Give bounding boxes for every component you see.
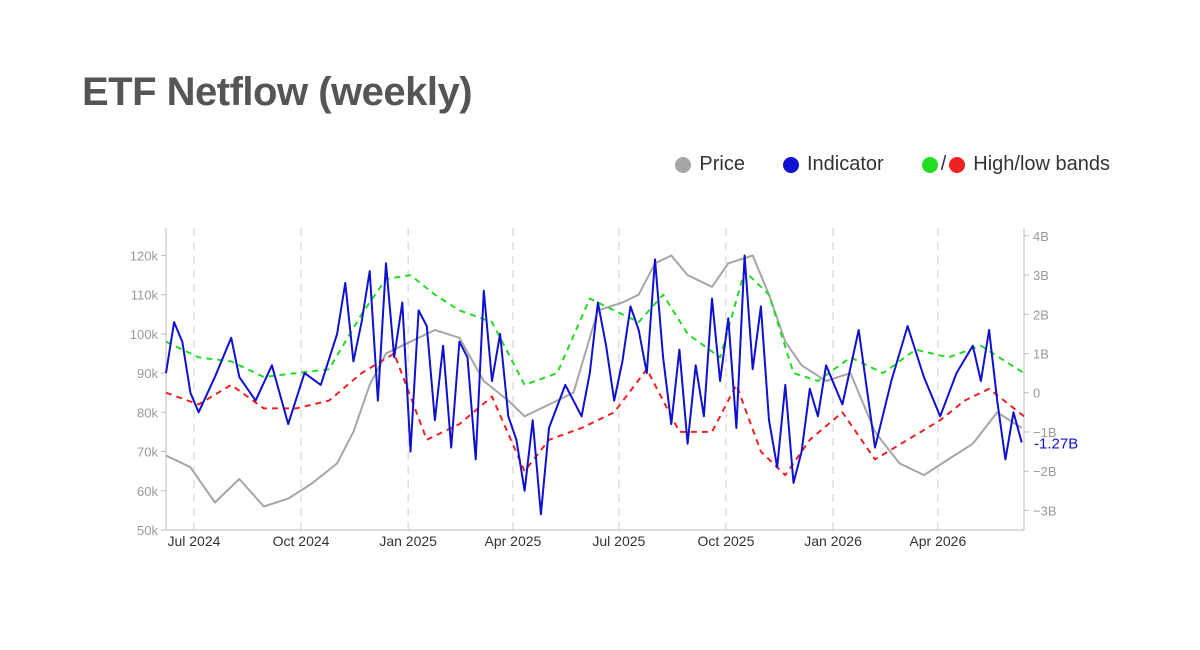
y-right-tick-label: 0 [1033,386,1040,401]
x-tick-label: Jul 2024 [167,533,220,549]
legend-slash: / [940,153,947,175]
chart-title: ETF Netflow (weekly) [82,70,473,114]
y-right-tick-label: −2B [1033,464,1057,479]
legend-indicator-dot [782,156,799,173]
y-right-tick-label: 3B [1033,268,1049,283]
x-tick-label: Oct 2025 [698,533,755,549]
y-right-tick-label: −1B [1033,425,1057,440]
x-tick-label: Jul 2025 [592,533,645,549]
x-tick-label: Jan 2026 [804,533,862,549]
y-left-tick-label: 90k [137,366,158,381]
series-line-price [165,254,1023,508]
series-line-high-band [165,270,1025,386]
y-right-tick-label: 2B [1033,307,1049,322]
legend-indicator-label: Indicator [806,153,884,175]
x-tick-label: Apr 2025 [485,533,542,549]
series-group [165,254,1025,516]
y-left-tick-label: 80k [137,405,158,420]
x-tick-label: Oct 2024 [273,533,330,549]
legend-item-bands[interactable]: / High/low bands [921,153,1110,176]
legend-bands-label: High/low bands [973,153,1110,175]
legend-high-band-dot [921,156,938,173]
y-left-tick-label: 70k [137,445,158,460]
series-line-indicator [165,254,1023,516]
tick-labels: Jul 2024 Oct 2024 Jan 2025 Apr 2025 Jul 2025… [130,229,1078,549]
y-right-tick-label: −3B [1033,503,1057,518]
legend-price-dot [675,156,692,173]
y-left-tick-label: 50k [137,523,158,538]
legend-item-indicator[interactable]: Indicator [782,153,884,176]
y-left-tick-label: 120k [130,248,159,263]
y-right-tick-label: 4B [1033,229,1049,244]
legend-item-price[interactable]: Price [675,153,745,176]
y-left-tick-label: 110k [131,288,159,303]
x-tick-label: Jan 2025 [379,533,437,549]
y-left-tick-label: 60k [137,484,158,499]
legend-low-band-dot [949,156,966,173]
chart-legend: Price Indicator / High/low bands [675,153,1110,176]
grid-lines [193,228,939,530]
legend-price-label: Price [699,153,745,175]
x-tick-label: Apr 2026 [909,533,966,549]
series-line-low-band [165,352,1025,477]
y-left-tick-label: 100k [130,327,159,342]
axes [161,228,1029,531]
last-value-label: -1.27B [1034,436,1078,453]
y-right-tick-label: 1B [1033,347,1049,362]
